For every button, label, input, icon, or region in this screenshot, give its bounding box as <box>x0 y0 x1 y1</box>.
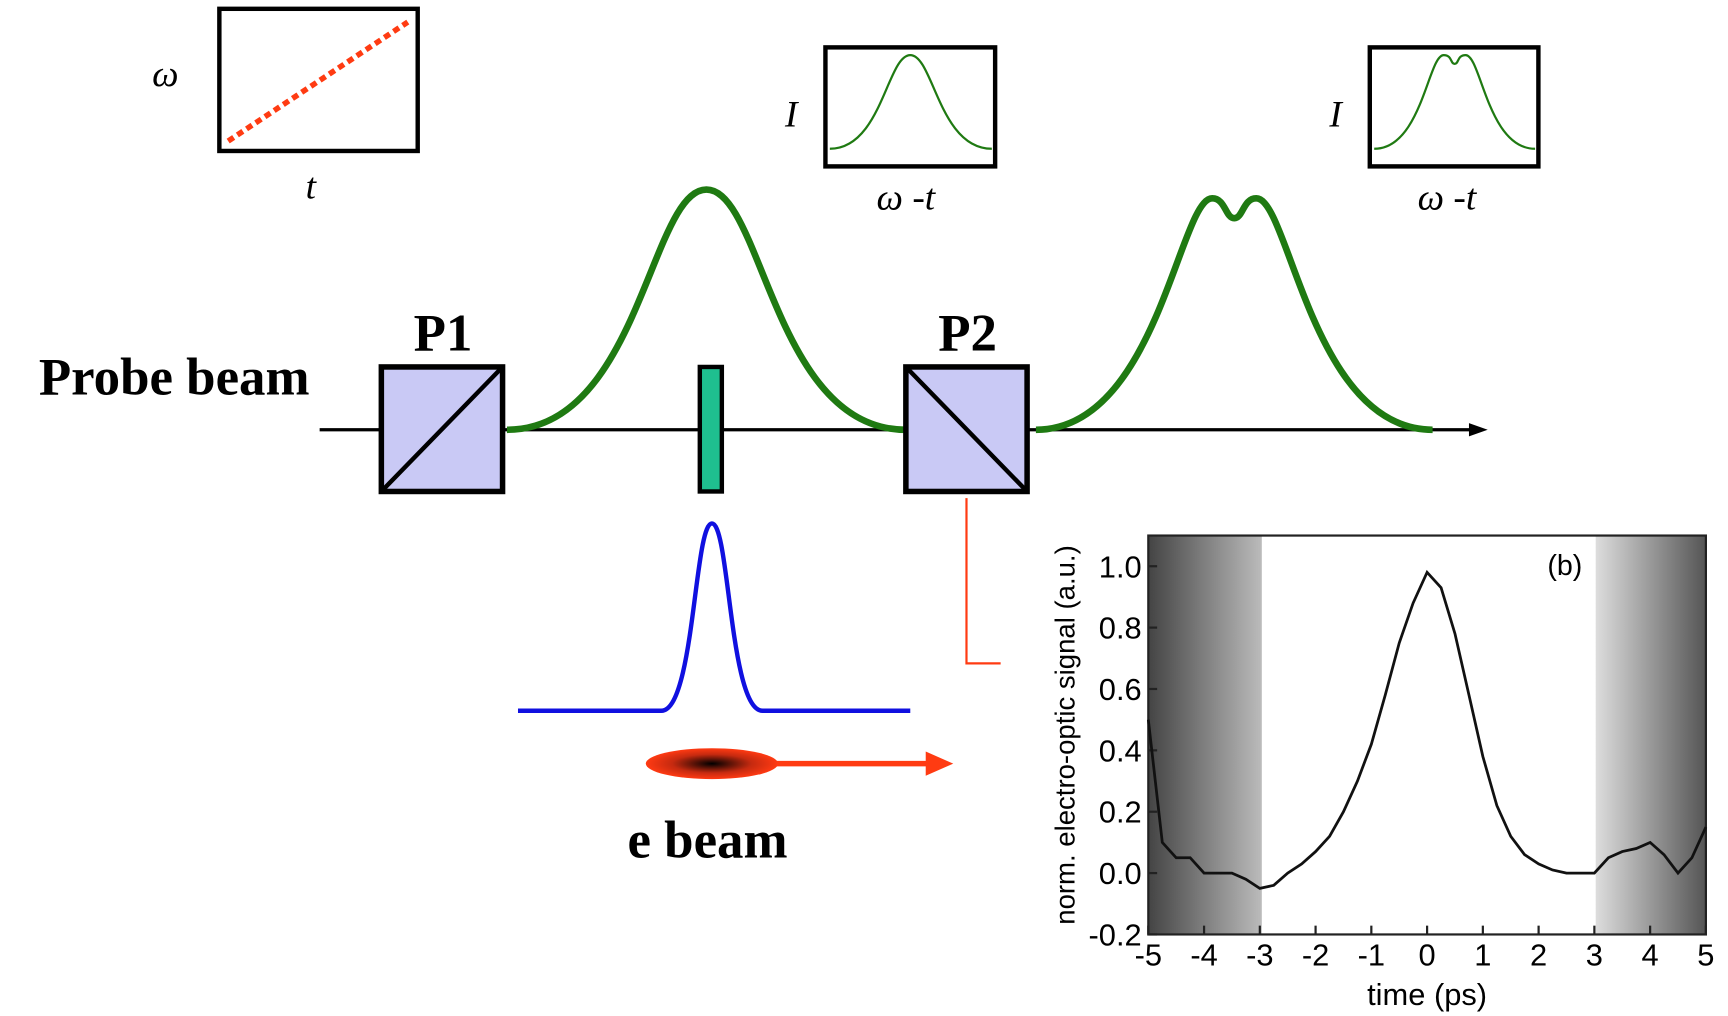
inset-y-label: I <box>1328 95 1343 136</box>
x-tick-label: 0 <box>1419 937 1436 972</box>
shaded-region <box>1148 535 1262 935</box>
inset-x-label: ω -t <box>877 177 937 218</box>
y-tick-label: 0.6 <box>1099 672 1142 707</box>
arrow-head <box>1468 423 1488 437</box>
polarizer-diagonal <box>904 365 1029 494</box>
inset-x-label: t <box>306 166 318 207</box>
x-tick-label: -5 <box>1135 937 1162 972</box>
x-tick-label: -3 <box>1246 937 1273 972</box>
y-tick-label: 0.4 <box>1099 733 1142 768</box>
y-axis-label: norm. electro-optic signal (a.u.) <box>1049 545 1080 924</box>
p1-label: P1 <box>414 304 473 362</box>
x-tick-label: -1 <box>1358 937 1385 972</box>
arrow-head <box>925 751 954 776</box>
inset-curve <box>829 53 992 150</box>
x-tick-label: 5 <box>1697 937 1714 972</box>
crystal <box>697 364 725 494</box>
x-tick-label: 4 <box>1642 937 1659 972</box>
x-tick-label: -2 <box>1302 937 1329 972</box>
probe-beam-label: Probe beam <box>39 348 310 406</box>
p2-label: P2 <box>938 304 997 362</box>
electron-bunch <box>645 748 779 780</box>
inset-y-label: I <box>784 95 799 136</box>
y-tick-label: 0.2 <box>1099 795 1142 830</box>
x-tick-label: 2 <box>1530 937 1547 972</box>
signal-chart: (b) time (ps) norm. electro-optic signal… <box>1049 534 1714 1012</box>
e-beam-label: e beam <box>627 811 787 869</box>
inset-frame <box>217 6 420 154</box>
shaded-region <box>1595 535 1706 935</box>
y-tick-label: 1.0 <box>1099 549 1142 584</box>
inset-x-label: ω -t <box>1418 177 1478 218</box>
inset-curve <box>1374 53 1536 150</box>
annotation: (b) <box>1547 550 1582 582</box>
y-tick-label: 0.8 <box>1099 611 1142 646</box>
electron-pulse <box>517 521 911 713</box>
x-tick-label: 3 <box>1586 937 1603 972</box>
probe-pulse <box>1035 195 1433 434</box>
chirp-line <box>226 19 410 144</box>
x-axis-label: time (ps) <box>1367 977 1487 1012</box>
x-tick-label: 1 <box>1474 937 1491 972</box>
connector <box>965 498 1001 665</box>
y-tick-label: -0.2 <box>1089 917 1142 952</box>
x-tick-label: -4 <box>1190 937 1217 972</box>
polarizer-diagonal <box>379 365 505 494</box>
inset-frame <box>823 45 998 169</box>
inset-y-label: ω <box>152 54 178 95</box>
signal-line <box>1146 569 1708 890</box>
inset-frame <box>1367 45 1541 169</box>
probe-pulse <box>506 186 906 434</box>
y-tick-label: 0.0 <box>1099 856 1142 891</box>
